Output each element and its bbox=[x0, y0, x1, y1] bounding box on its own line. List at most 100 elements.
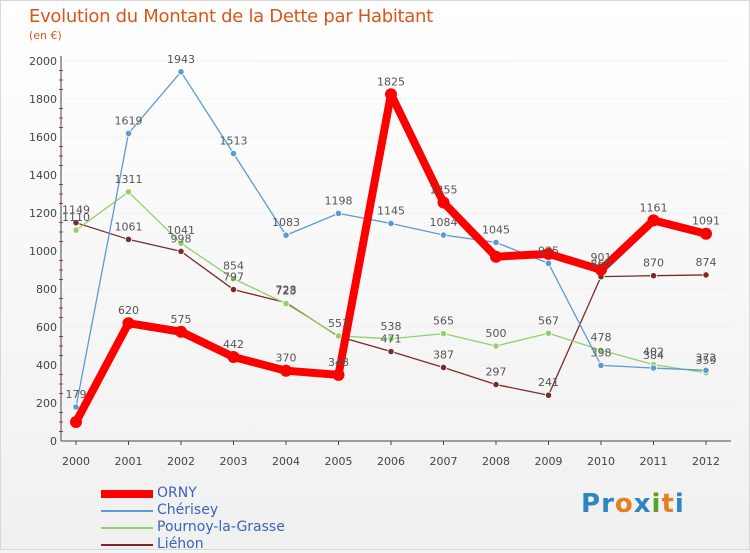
data-point bbox=[439, 231, 448, 239]
logo-letter: i bbox=[674, 489, 685, 519]
logo-letter: o bbox=[614, 489, 634, 519]
data-point bbox=[387, 335, 395, 343]
data-label: 553 bbox=[328, 317, 349, 330]
data-point bbox=[492, 238, 500, 247]
data-point bbox=[597, 361, 605, 369]
data-point bbox=[492, 380, 500, 389]
data-label: 387 bbox=[433, 348, 454, 361]
data-point bbox=[334, 332, 343, 340]
x-tick-label: 2006 bbox=[377, 455, 405, 468]
data-label: 865 bbox=[591, 258, 612, 271]
chart-subtitle: (en €) bbox=[29, 29, 62, 42]
data-label: 567 bbox=[538, 314, 559, 327]
data-label: 797 bbox=[223, 271, 244, 284]
data-label: 402 bbox=[643, 346, 664, 359]
data-label: 1255 bbox=[430, 184, 458, 197]
data-label: 478 bbox=[591, 331, 612, 344]
data-point bbox=[597, 346, 605, 354]
data-point bbox=[439, 363, 448, 372]
data-label: 1149 bbox=[62, 204, 90, 217]
y-tick-label: 600 bbox=[36, 321, 57, 334]
legend-label: Pournoy-la-Grasse bbox=[157, 519, 285, 535]
data-label: 728 bbox=[276, 284, 297, 297]
data-label: 1513 bbox=[220, 135, 248, 148]
data-point bbox=[72, 403, 80, 411]
data-point bbox=[647, 214, 660, 227]
data-point bbox=[334, 209, 343, 217]
data-label: 538 bbox=[381, 320, 402, 333]
data-point bbox=[544, 329, 553, 337]
data-label: 575 bbox=[171, 313, 192, 326]
data-point bbox=[437, 196, 450, 209]
data-point bbox=[229, 149, 238, 158]
legend-swatch bbox=[101, 490, 153, 498]
data-label: 1619 bbox=[115, 114, 143, 127]
data-label: 372 bbox=[696, 351, 717, 364]
data-point bbox=[280, 364, 292, 377]
y-tick-label: 1800 bbox=[29, 93, 57, 106]
data-label: 1091 bbox=[692, 215, 720, 228]
data-label: 500 bbox=[486, 327, 507, 340]
x-tick-label: 2001 bbox=[115, 455, 143, 468]
data-point bbox=[177, 247, 185, 255]
legend-swatch bbox=[101, 544, 153, 546]
data-label: 565 bbox=[433, 315, 454, 328]
x-tick-label: 2009 bbox=[535, 455, 563, 468]
x-tick-label: 2005 bbox=[325, 455, 353, 468]
data-label: 1083 bbox=[272, 216, 300, 229]
x-tick-label: 2004 bbox=[272, 455, 300, 468]
x-tick-label: 2012 bbox=[692, 455, 720, 468]
y-tick-label: 1400 bbox=[29, 169, 57, 182]
data-label: 1825 bbox=[377, 75, 405, 88]
data-point bbox=[492, 342, 500, 350]
data-label: 870 bbox=[643, 257, 664, 270]
y-tick-label: 0 bbox=[50, 435, 57, 448]
logo-letter: P bbox=[581, 489, 602, 519]
legend-label: ORNY bbox=[157, 485, 197, 501]
logo-letter: r bbox=[601, 489, 615, 519]
y-tick-label: 1000 bbox=[29, 245, 57, 258]
data-label: 620 bbox=[118, 304, 139, 317]
data-label: 297 bbox=[486, 366, 507, 379]
series-line bbox=[75, 191, 707, 374]
data-point bbox=[229, 285, 238, 294]
legend-swatch bbox=[101, 527, 153, 529]
data-point bbox=[542, 247, 555, 260]
legend-label: Liéhon bbox=[157, 536, 204, 552]
data-point bbox=[387, 219, 395, 228]
data-label: 1084 bbox=[430, 216, 458, 229]
data-label: 901 bbox=[591, 251, 612, 264]
data-point bbox=[649, 272, 658, 280]
data-label: 1311 bbox=[115, 173, 143, 186]
data-point bbox=[702, 366, 710, 374]
data-label: 1198 bbox=[325, 194, 353, 207]
y-tick-label: 800 bbox=[36, 283, 57, 296]
data-label: 1061 bbox=[115, 220, 143, 233]
data-point bbox=[544, 259, 553, 267]
x-tick-label: 2002 bbox=[167, 455, 195, 468]
data-label: 854 bbox=[223, 260, 244, 273]
x-tick-label: 2000 bbox=[62, 455, 90, 468]
data-label: 370 bbox=[276, 352, 297, 365]
data-label: 384 bbox=[643, 349, 664, 362]
data-point bbox=[122, 317, 135, 330]
data-point bbox=[490, 250, 502, 263]
data-point bbox=[649, 364, 658, 372]
data-label: 241 bbox=[538, 376, 559, 389]
x-tick-label: 2008 bbox=[482, 455, 510, 468]
data-label: 874 bbox=[696, 256, 717, 269]
data-point bbox=[700, 227, 712, 240]
data-point bbox=[702, 271, 710, 279]
data-label: 398 bbox=[591, 346, 612, 359]
data-point bbox=[385, 88, 397, 101]
legend-swatch bbox=[101, 510, 153, 512]
data-label: 998 bbox=[171, 232, 192, 245]
chart-title: Evolution du Montant de la Dette par Hab… bbox=[29, 6, 433, 27]
y-tick-label: 2000 bbox=[29, 55, 57, 68]
data-label: 1110 bbox=[62, 211, 90, 224]
logo-letter: i bbox=[651, 489, 662, 519]
x-tick-label: 2010 bbox=[587, 455, 615, 468]
data-label: 935 bbox=[538, 244, 559, 257]
data-label: 1161 bbox=[640, 201, 668, 214]
